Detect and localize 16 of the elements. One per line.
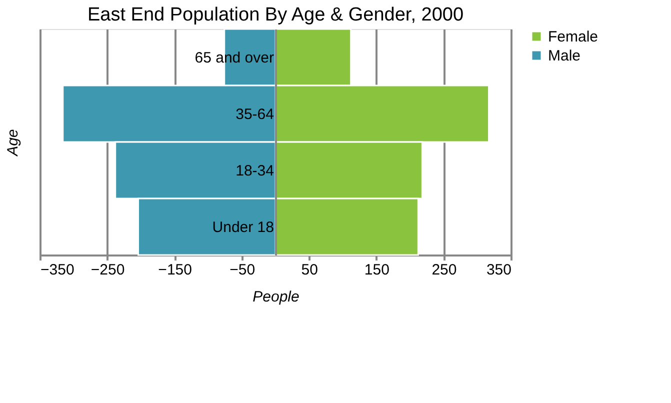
x-tick-label: 350 — [486, 262, 512, 278]
chart-title: East End Population By Age & Gender, 2000 — [87, 4, 464, 26]
x-tick-label: 50 — [301, 262, 318, 278]
x-tick-label: −50 — [230, 262, 256, 278]
x-tick-label: 250 — [432, 262, 457, 278]
x-tick-label: −150 — [158, 262, 192, 278]
y-axis-title: Age — [4, 129, 22, 157]
y-tick-label: 18-34 — [236, 162, 274, 180]
x-axis-title: People — [252, 288, 300, 306]
legend-label: Female — [548, 28, 598, 46]
legend-label: Male — [548, 48, 581, 64]
y-tick-label: Under 18 — [212, 218, 274, 236]
x-tick-label: −350 — [40, 262, 74, 278]
y-tick-label: 35-64 — [236, 106, 274, 123]
x-tick-label: 150 — [364, 262, 390, 278]
x-tick-label: −250 — [90, 262, 125, 278]
